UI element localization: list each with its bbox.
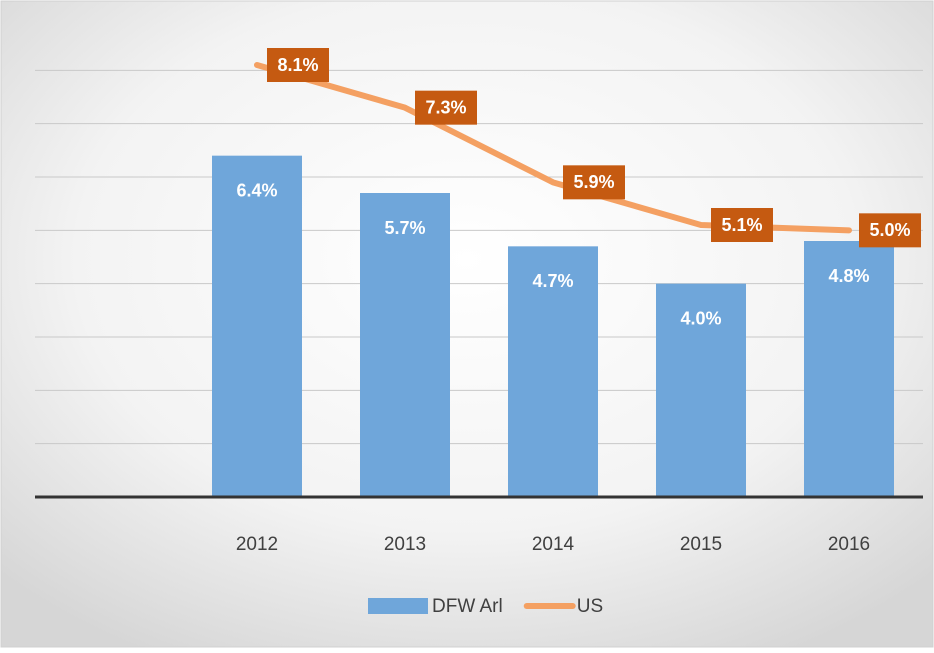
value-label-box — [415, 90, 477, 125]
bar — [212, 155, 302, 497]
line-value-label: 5.1% — [721, 215, 762, 235]
x-tick-label: 2013 — [384, 534, 426, 555]
x-tick-label: 2016 — [828, 534, 870, 555]
line-value-label: 8.1% — [277, 55, 318, 75]
bar — [804, 241, 894, 497]
x-tick-label: 2014 — [532, 534, 575, 555]
value-label-box — [711, 208, 773, 242]
bar-value-label: 5.7% — [384, 218, 425, 238]
legend-label: US — [577, 596, 603, 617]
value-label-box — [859, 213, 921, 248]
line-value-label: 5.9% — [573, 172, 614, 192]
value-label-box — [267, 48, 329, 82]
bar-value-label: 4.8% — [828, 266, 869, 286]
bar-value-label: 4.0% — [680, 308, 721, 328]
bar — [508, 246, 598, 497]
bar — [656, 283, 746, 497]
legend-label: DFW Arl — [432, 596, 503, 617]
line-value-label: 5.0% — [869, 220, 910, 240]
bar — [360, 193, 450, 497]
value-label-box — [563, 165, 625, 200]
bar-value-label: 4.7% — [532, 271, 573, 291]
x-tick-label: 2015 — [680, 534, 722, 555]
x-tick-label: 2012 — [236, 534, 278, 555]
line-value-label: 7.3% — [425, 97, 466, 117]
bar-value-label: 6.4% — [236, 180, 277, 200]
legend-swatch — [368, 598, 428, 614]
